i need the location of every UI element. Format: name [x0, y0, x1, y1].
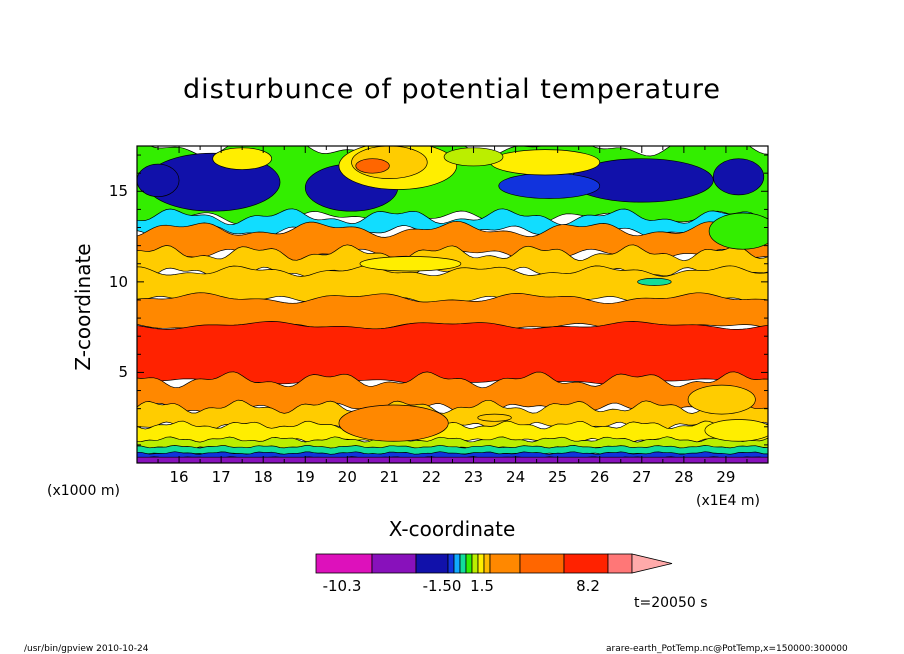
colorbar-label: -10.3 — [322, 577, 362, 595]
chart-title: disturbunce of potential temperature — [183, 74, 721, 105]
colorbar-segment — [453, 553, 461, 574]
z-units-label: (x1000 m) — [47, 483, 120, 499]
z-tick-marks — [137, 154, 768, 446]
x-axis-label: X-coordinate — [388, 517, 516, 541]
x-tick-label: 18 — [253, 468, 273, 486]
z-tick-label: 5 — [118, 363, 128, 382]
colorbar-segment — [459, 553, 467, 574]
contour-blob — [338, 404, 449, 442]
contour-band — [137, 371, 768, 415]
x-tick-label: 27 — [632, 468, 652, 486]
colorbar-label: 1.5 — [470, 577, 494, 595]
z-axis-label: Z-coordinate — [71, 243, 95, 371]
contour-field — [137, 146, 768, 463]
colorbar-segment — [519, 553, 565, 574]
colorbar-segment — [447, 553, 455, 574]
contour-blob — [498, 172, 601, 199]
x-units-label: (x1E4 m) — [696, 493, 760, 509]
colorbar-segment — [415, 553, 449, 574]
contour-blob — [137, 163, 180, 198]
colorbar-segment — [471, 553, 479, 574]
colorbar-segment — [563, 553, 609, 574]
colorbar-segment — [607, 553, 633, 574]
colorbar-label: -1.50 — [422, 577, 462, 595]
z-tick-label: 10 — [108, 272, 128, 291]
colorbar — [315, 553, 673, 574]
colorbar-segment — [315, 553, 373, 574]
colorbar-segment — [371, 553, 417, 574]
contour-blob — [712, 158, 765, 196]
footer-left: /usr/bin/gpview 2010-10-24 — [24, 644, 149, 654]
x-tick-label: 22 — [421, 468, 441, 486]
x-tick-label: 16 — [169, 468, 189, 486]
colorbar-segment — [483, 553, 491, 574]
x-tick-label: 29 — [716, 468, 736, 486]
colorbar-arrow — [631, 553, 673, 574]
colorbar-segment — [489, 553, 521, 574]
x-tick-label: 23 — [463, 468, 484, 486]
x-tick-label: 21 — [379, 468, 399, 486]
colorbar-segment — [465, 553, 473, 574]
time-label: t=20050 s — [634, 595, 708, 611]
footer-right: arare-earth_PotTemp.nc@PotTemp,x=150000:… — [606, 644, 848, 654]
contour-blob — [704, 419, 768, 442]
x-tick-marks — [136, 146, 769, 463]
z-tick-label: 15 — [108, 182, 128, 201]
x-tick-label: 17 — [211, 468, 231, 486]
x-tick-label: 20 — [337, 468, 357, 486]
contour-blob — [490, 149, 601, 176]
contour-blob — [359, 256, 462, 272]
x-tick-label: 24 — [506, 468, 526, 486]
x-tick-label: 25 — [548, 468, 568, 486]
contour-blob — [708, 212, 768, 250]
x-tick-label: 26 — [590, 468, 610, 486]
contour-blob — [477, 413, 512, 422]
x-tick-label: 28 — [674, 468, 694, 486]
contour-blob — [355, 158, 390, 174]
colorbar-segment — [477, 553, 485, 574]
colorbar-label: 8.2 — [576, 577, 600, 595]
contour-blob — [687, 384, 756, 415]
contour-blob — [637, 277, 672, 286]
x-tick-label: 19 — [295, 468, 315, 486]
